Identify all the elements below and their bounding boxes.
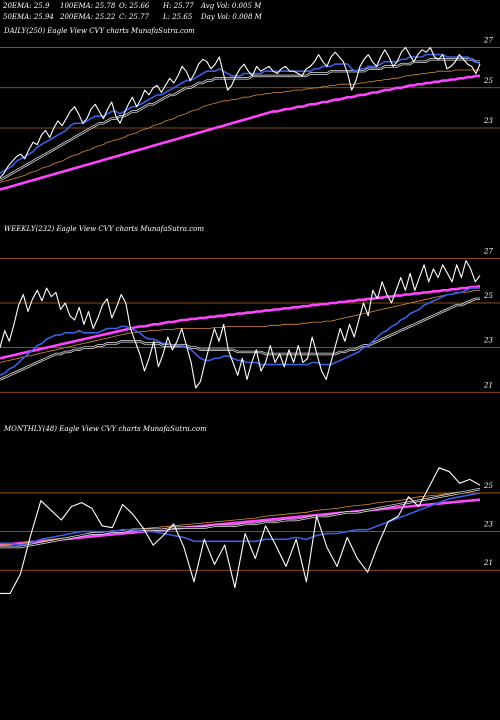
header-100ema: 100EMA: 25.78 [60, 2, 116, 10]
ema50-line-inner [0, 58, 480, 181]
header-close: C: 25.77 [119, 13, 149, 21]
y-tick-label: 23 [483, 337, 493, 345]
y-tick-label: 25 [483, 77, 493, 85]
ema50-line-inner [0, 298, 480, 380]
y-tick-label: 27 [483, 36, 493, 44]
header-50ema: 50EMA: 25.94 [3, 13, 54, 21]
ema200-line [0, 74, 480, 191]
ema50-line-inner [0, 488, 481, 548]
chart-title: MONTHLY(48) Eagle View CVY charts Munafa… [3, 425, 207, 433]
ema200-line [0, 498, 481, 547]
price-line [0, 259, 481, 389]
ema100-line [0, 289, 480, 363]
y-tick-label: 27 [483, 247, 493, 255]
y-tick-label: 21 [483, 381, 493, 389]
chart-panel-1: DAILY(250) Eagle View CVY charts MunafaS… [0, 27, 500, 191]
y-tick-label: 23 [483, 117, 493, 125]
y-tick-label: 25 [483, 482, 493, 490]
ema20-line [0, 53, 481, 174]
chart-panel-2: WEEKLY(232) Eagle View CVY charts Munafa… [0, 225, 500, 393]
ema20-line [0, 492, 481, 546]
header-day-vol: Day Vol: 0.008 M [201, 13, 262, 21]
chart-title: DAILY(250) Eagle View CVY charts MunafaS… [3, 27, 195, 35]
ema20-line [0, 287, 480, 377]
price-line [0, 467, 481, 594]
y-tick-label: 23 [483, 521, 493, 529]
header-high: H: 25.77 [163, 2, 194, 10]
header-low: L: 25.65 [163, 13, 193, 21]
header-open: O: 25.66 [119, 2, 150, 10]
header-avg-vol: Avg Vol: 0.005 M [201, 2, 262, 10]
y-tick-label: 21 [483, 559, 493, 567]
header-200ema: 200EMA: 25.22 [60, 13, 116, 21]
header-20ema: 20EMA: 25.9 [3, 2, 50, 10]
chart-title: WEEKLY(232) Eagle View CVY charts Munafa… [4, 225, 204, 233]
ema100-line [0, 69, 480, 183]
price-line [0, 46, 481, 179]
chart-panel-3: MONTHLY(48) Eagle View CVY charts Munafa… [0, 425, 500, 594]
y-tick-label: 25 [483, 292, 493, 300]
ema200-line [0, 284, 481, 360]
